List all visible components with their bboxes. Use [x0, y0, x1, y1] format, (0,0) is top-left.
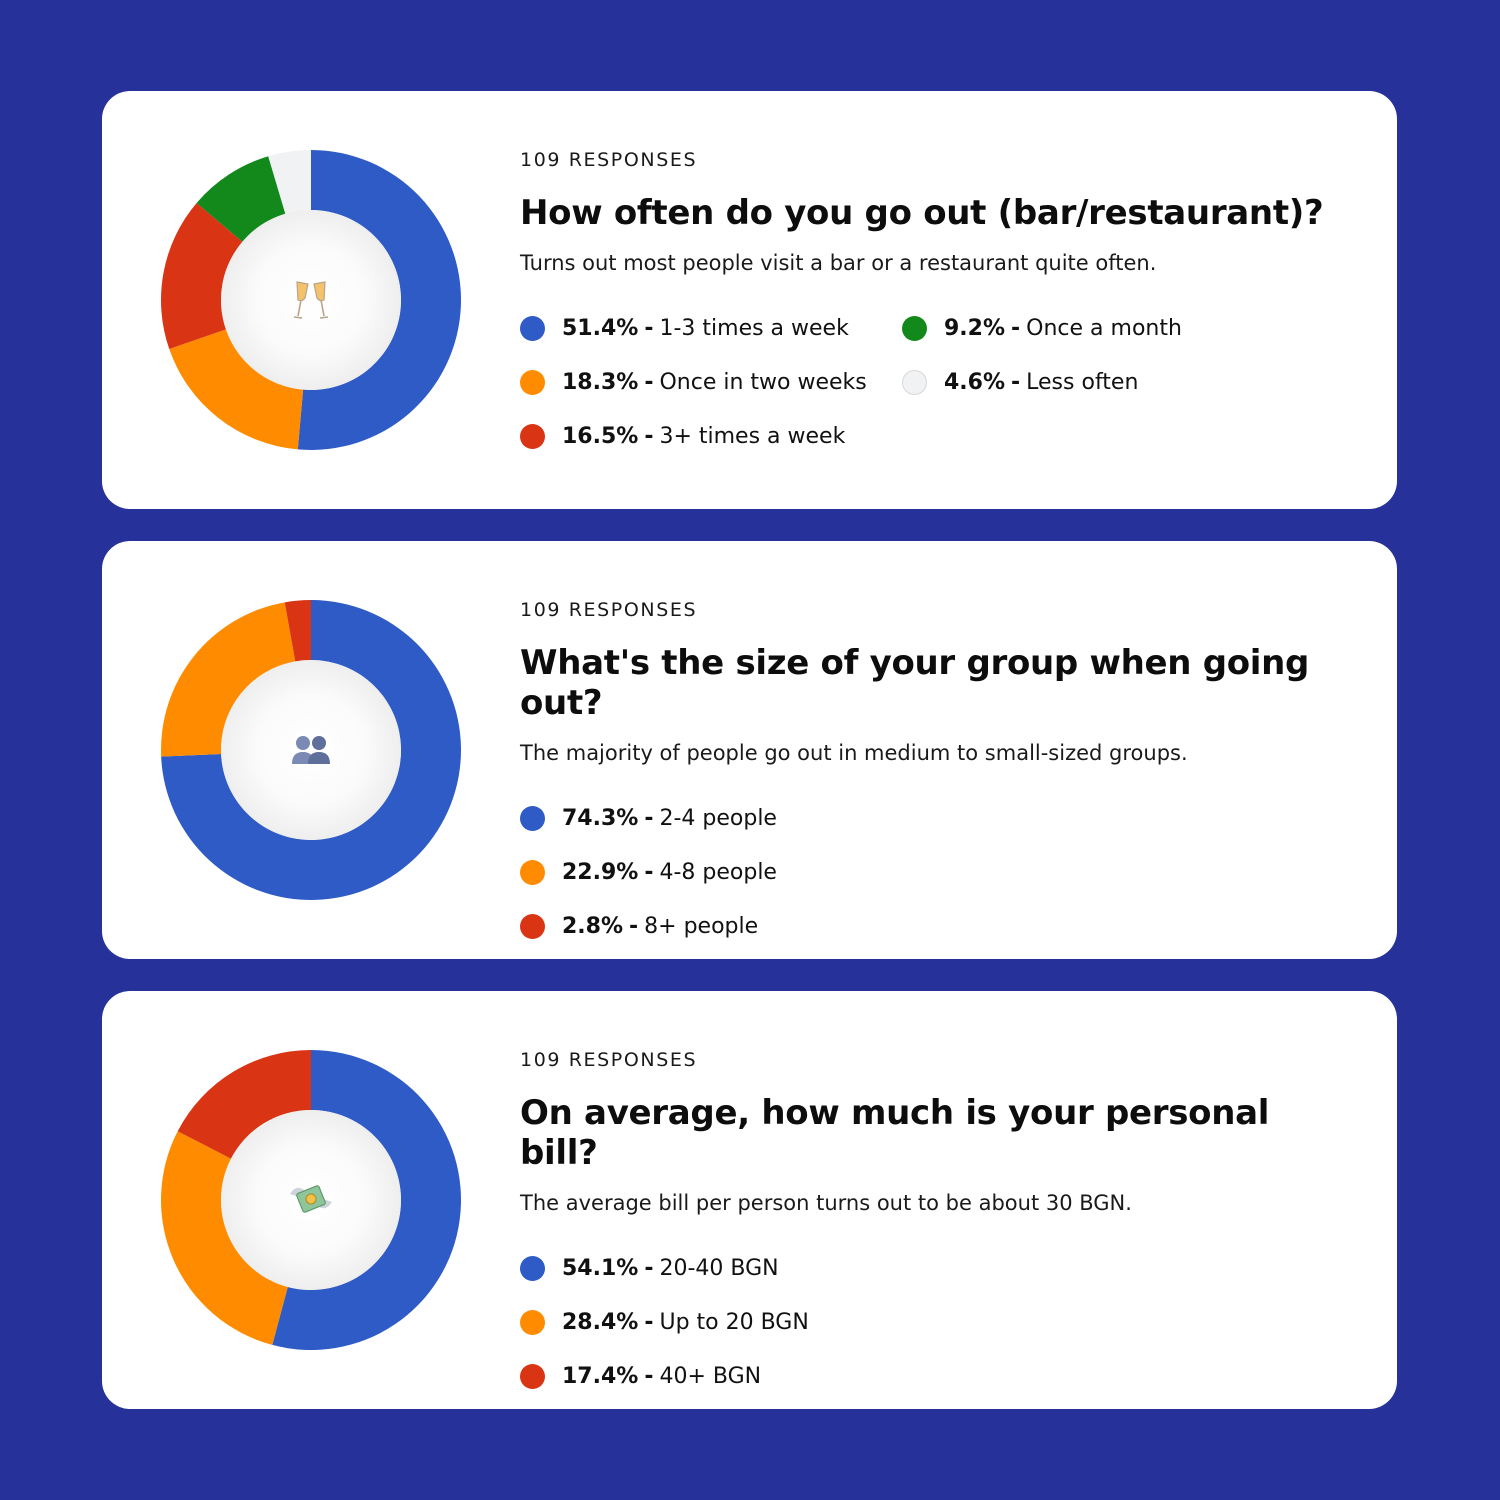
legend-item: 51.4% - 1-3 times a week	[520, 301, 902, 355]
legend-item: 2.8% - 8+ people	[520, 899, 902, 953]
donut-hole	[221, 210, 401, 390]
legend-label: 4-8 people	[659, 859, 777, 885]
donut-slice	[297, 150, 461, 450]
legend-dot	[902, 369, 927, 395]
legend-percent: 2.8%	[562, 913, 624, 939]
legend-dot	[520, 913, 545, 939]
legend-dot	[902, 315, 927, 341]
legend-label: Once a month	[1026, 315, 1182, 341]
legend-item: 74.3% - 2-4 people	[520, 791, 902, 845]
champagne-glasses-icon	[281, 270, 341, 330]
legend-percent: 74.3%	[562, 805, 639, 831]
donut-svg	[161, 600, 461, 900]
question-subtitle: The average bill per person turns out to…	[520, 1191, 1132, 1215]
legend-dot	[520, 369, 545, 395]
responses-count: 109 RESPONSES	[520, 149, 698, 171]
legend: 51.4% - 1-3 times a week 18.3% - Once in t…	[520, 301, 1357, 463]
donut-slice	[177, 1050, 311, 1159]
donut-chart	[152, 591, 470, 909]
responses-count: 109 RESPONSES	[520, 599, 698, 621]
legend-percent: 54.1%	[562, 1255, 639, 1281]
donut-slice	[161, 602, 296, 757]
survey-card-personal-bill: 109 RESPONSES On average, how much is yo…	[102, 991, 1397, 1409]
legend-percent: 4.6%	[944, 369, 1006, 395]
legend-dot	[520, 859, 545, 885]
donut-slice	[196, 156, 286, 242]
legend-dot	[520, 1309, 545, 1335]
legend-label: Up to 20 BGN	[659, 1309, 809, 1335]
donut-svg	[161, 150, 461, 450]
legend-item: 16.5% - 3+ times a week	[520, 409, 902, 463]
donut-slice	[169, 329, 304, 450]
legend-percent: 9.2%	[944, 315, 1006, 341]
legend-dot	[520, 315, 545, 341]
question-subtitle: The majority of people go out in medium …	[520, 741, 1188, 765]
legend-percent: 28.4%	[562, 1309, 639, 1335]
legend: 54.1% - 20-40 BGN 28.4% - Up to 20 BGN 17.…	[520, 1241, 1357, 1403]
legend-label: 8+ people	[644, 913, 759, 939]
donut-slice	[161, 600, 461, 900]
survey-card-frequency: 109 RESPONSES How often do you go out (b…	[102, 91, 1397, 509]
legend-item: 17.4% - 40+ BGN	[520, 1349, 902, 1403]
legend-percent: 18.3%	[562, 369, 639, 395]
donut-slice	[161, 1131, 288, 1345]
donut-slice	[284, 600, 311, 662]
question-title: What's the size of your group when going…	[520, 643, 1310, 723]
legend-dot	[520, 805, 545, 831]
responses-count: 109 RESPONSES	[520, 1049, 698, 1071]
legend-percent: 22.9%	[562, 859, 639, 885]
legend: 74.3% - 2-4 people 22.9% - 4-8 people 2.8%…	[520, 791, 1357, 953]
legend-item: 54.1% - 20-40 BGN	[520, 1241, 902, 1295]
legend-percent: 17.4%	[562, 1363, 639, 1389]
legend-item: 18.3% - Once in two weeks	[520, 355, 902, 409]
donut-chart	[152, 141, 470, 459]
legend-label: 2-4 people	[659, 805, 777, 831]
donut-slice	[161, 202, 243, 350]
donut-slice	[272, 1050, 461, 1350]
donut-hole	[221, 660, 401, 840]
legend-dot	[520, 1255, 545, 1281]
question-title: On average, how much is your personal bi…	[520, 1093, 1270, 1173]
people-icon	[281, 720, 341, 780]
legend-percent: 16.5%	[562, 423, 639, 449]
legend-label: Less often	[1026, 369, 1139, 395]
legend-item: 28.4% - Up to 20 BGN	[520, 1295, 902, 1349]
legend-label: 1-3 times a week	[659, 315, 849, 341]
question-subtitle: Turns out most people visit a bar or a r…	[520, 251, 1157, 275]
legend-item: 22.9% - 4-8 people	[520, 845, 902, 899]
legend-dot	[520, 1363, 545, 1389]
money-with-wings-icon	[281, 1170, 341, 1230]
donut-slice	[268, 150, 311, 214]
legend-label: 40+ BGN	[659, 1363, 762, 1389]
legend-percent: 51.4%	[562, 315, 639, 341]
survey-card-group-size: 109 RESPONSES What's the size of your gr…	[102, 541, 1397, 959]
legend-dot	[520, 423, 545, 449]
legend-item: 4.6% - Less often	[902, 355, 1284, 409]
legend-item: 9.2% - Once a month	[902, 301, 1284, 355]
legend-label: 20-40 BGN	[659, 1255, 779, 1281]
donut-chart	[152, 1041, 470, 1359]
legend-label: Once in two weeks	[659, 369, 867, 395]
question-title: How often do you go out (bar/restaurant)…	[520, 193, 1324, 233]
legend-label: 3+ times a week	[659, 423, 846, 449]
